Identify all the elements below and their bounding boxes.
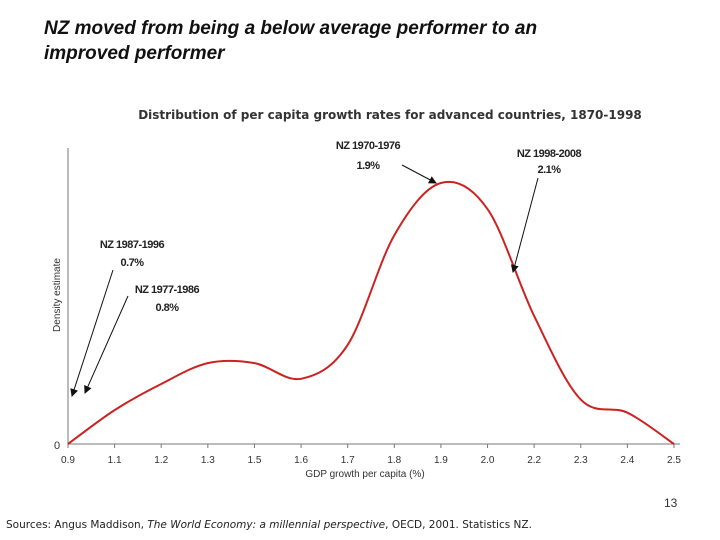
annotation-label-nz-1977-1986: NZ 1977-1986: [135, 284, 200, 296]
x-tick-label: 1.9: [434, 455, 448, 466]
sources-book-title: The World Economy: a millennial perspect…: [147, 519, 386, 531]
sources-suffix: , OECD, 2001. Statistics NZ.: [385, 519, 532, 531]
annotation-arrow-nz-1970-1976: [401, 164, 437, 184]
annotation-arrow-nz-1998-2008: [510, 177, 539, 273]
slide-title: NZ moved from being a below average perf…: [44, 16, 664, 66]
x-axis-ticks: 0.9 1.1 1.2 1.3 1.5 1.6 1.7 1.8 1.9 2.0 2.2 2.3 2.4 2…: [61, 444, 681, 466]
annotation-label-nz-1970-1976: NZ 1970-1976: [336, 140, 401, 152]
x-axis-label: GDP growth per capita (%): [305, 469, 424, 480]
density-curve: [67, 180, 675, 445]
annotation-arrow-nz-1977-1986: [84, 295, 129, 394]
sources-prefix: Sources: Angus Maddison,: [6, 519, 148, 531]
annotation-value-nz-1998-2008: 2.1%: [537, 164, 561, 176]
x-tick-label: 2.2: [527, 455, 541, 466]
annotation-label-nz-1987-1996: NZ 1987-1996: [100, 239, 165, 251]
x-tick-label: 1.8: [387, 455, 401, 466]
x-tick-label: 2.3: [574, 455, 588, 466]
annotation-arrow-nz-1987-1996: [70, 269, 114, 397]
x-tick-label: 1.2: [154, 455, 168, 466]
x-tick-label: 1.7: [341, 455, 355, 466]
annotation-value-nz-1987-1996: 0.7%: [120, 257, 144, 269]
x-tick-label: 1.6: [294, 455, 308, 466]
x-tick-label: 2.5: [667, 455, 681, 466]
slide-title-line-2: improved performer: [44, 43, 225, 64]
page-number: 13: [664, 496, 678, 510]
x-tick-label: 1.1: [108, 455, 122, 466]
x-tick-label: 0.9: [61, 455, 75, 466]
x-tick-label: 2.4: [620, 455, 634, 466]
y-tick-label-0: 0: [54, 440, 60, 452]
chart-title: Distribution of per capita growth rates …: [138, 108, 642, 122]
y-axis-label: Density estimate: [52, 258, 63, 332]
annotation-label-nz-1998-2008: NZ 1998-2008: [517, 148, 582, 160]
x-tick-label: 2.0: [481, 455, 495, 466]
x-tick-label: 1.5: [248, 455, 262, 466]
annotation-value-nz-1977-1986: 0.8%: [155, 302, 179, 314]
annotation-value-nz-1970-1976: 1.9%: [356, 160, 380, 172]
x-tick-label: 1.3: [201, 455, 215, 466]
slide-title-line-1: NZ moved from being a below average perf…: [44, 18, 538, 39]
sources-note: Sources: Angus Maddison, The World Econo…: [6, 519, 532, 531]
